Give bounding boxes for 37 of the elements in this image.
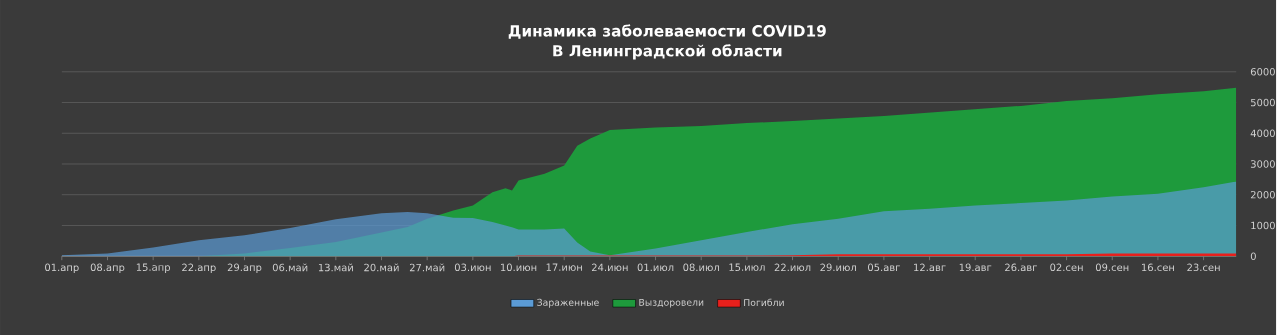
x-tick-label: 06.май (272, 263, 308, 272)
legend-label: Выздоровели (639, 298, 704, 308)
x-tick-label: 03.июн (454, 263, 491, 272)
x-tick-label: 13.май (318, 263, 353, 272)
chart-title: Динамика заболеваемости COVID19 В Ленинградской области (508, 24, 826, 60)
y-tick-label: 2000 (1250, 190, 1275, 199)
y-tick-label: 5000 (1250, 98, 1275, 107)
legend-label: Зараженные (537, 298, 599, 308)
x-tick-label: 10.июн (501, 263, 537, 272)
x-tick-label: 08.июл (683, 263, 719, 272)
legend-label: Погибли (744, 298, 784, 307)
x-tick-label: 24.июн (591, 263, 628, 272)
x-tick-label: 23.сен (1187, 263, 1220, 272)
x-tick-label: 09.сен (1095, 263, 1129, 272)
x-tick-label: 05.авг (868, 263, 900, 272)
x-tick-label: 01.апр (45, 263, 79, 274)
x-tick-label: 02.сен (1050, 263, 1083, 272)
y-tick-label: 4000 (1250, 129, 1275, 138)
x-tick-label: 29.апр (227, 263, 262, 274)
x-tick-label: 26.авг (1005, 263, 1037, 272)
y-tick-label: 0 (1250, 252, 1256, 260)
x-tick-label: 22.июл (774, 263, 811, 272)
y-tick-label: 3000 (1250, 160, 1275, 168)
x-tick-label: 17.июн (546, 263, 582, 271)
x-tick-label: 15.апр (136, 263, 171, 273)
x-tick-label: 01.июл (637, 263, 674, 272)
x-tick-label: 08.апр (90, 263, 125, 274)
y-tick-label: 1000 (1251, 221, 1275, 230)
x-tick-label: 19.авг (959, 263, 992, 272)
x-tick-label: 27.май (409, 263, 445, 272)
y-tick-label: 6000 (1250, 68, 1275, 76)
x-tick-label: 20.май (364, 263, 399, 272)
x-tick-label: 22.апр (182, 263, 216, 274)
x-tick-label: 15.июл (729, 263, 765, 271)
x-tick-label: 16.сен (1142, 263, 1174, 272)
x-tick-label: 29.июл (820, 263, 856, 272)
x-tick-label: 12.авг (914, 263, 946, 272)
